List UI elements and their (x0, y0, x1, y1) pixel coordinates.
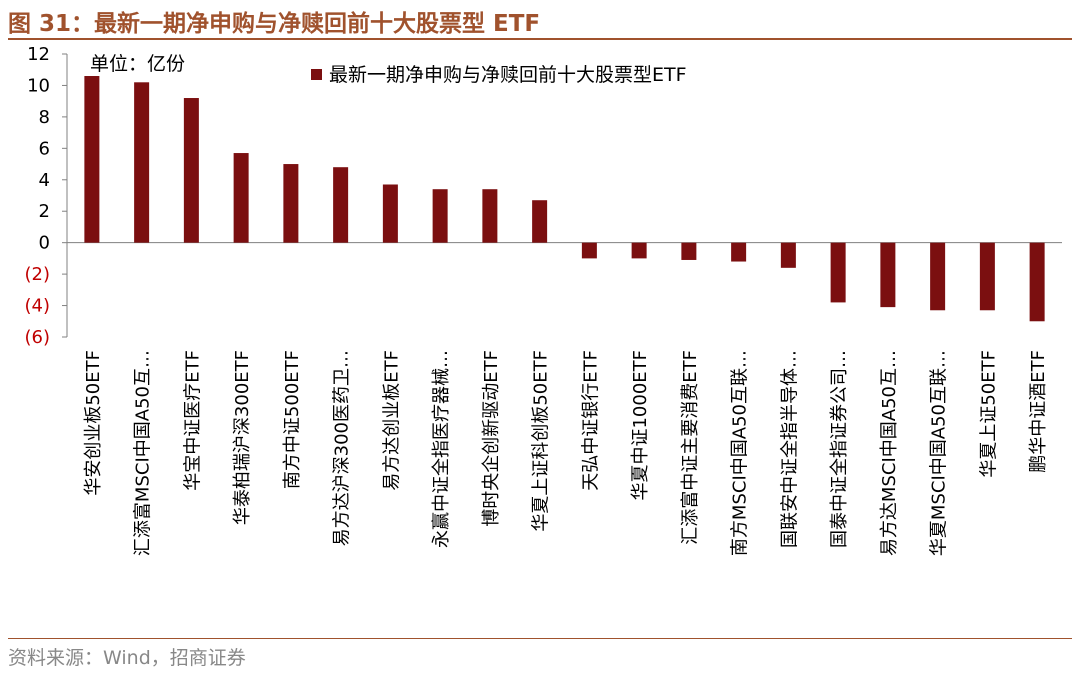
y-tick-label: 8 (39, 107, 50, 128)
bar (930, 242, 946, 311)
bar (333, 167, 349, 243)
y-tick-label: 2 (39, 201, 50, 222)
bar (482, 189, 498, 243)
bar (183, 98, 199, 243)
legend-swatch (311, 69, 322, 80)
bar (830, 242, 846, 303)
category-label: 华夏上证科创板50ETF (531, 350, 552, 532)
y-tick-label: (6) (25, 327, 51, 348)
category-label: 南方MSCI中国A50互联… (730, 350, 751, 556)
bar (432, 189, 448, 243)
bar (532, 200, 548, 243)
bar (681, 242, 697, 260)
category-label: 国泰中证全指证券公司… (829, 350, 850, 548)
bar-layer (84, 76, 1045, 322)
category-label: 汇添富MSCI中国A50互… (133, 350, 154, 556)
bar (780, 242, 796, 268)
category-label: 博时央企创新驱动ETF (481, 350, 502, 527)
y-tick-label: 6 (39, 138, 50, 159)
bar (283, 164, 299, 243)
bar-chart: 12 10 8 6 4 2 0 (2) (4) (6) 华安创业板50ETF 汇添富MSCI中国A5… (25, 44, 1062, 556)
category-label: 永赢中证全指医疗器械… (430, 350, 452, 548)
bar (631, 242, 647, 259)
category-label: 南方中证500ETF (282, 350, 303, 489)
category-label: 汇添富中证主要消费ETF (680, 350, 701, 545)
bar (1029, 242, 1045, 322)
bar (84, 76, 100, 243)
figure-title: 图 31：最新一期净申购与净赎回前十大股票型 ETF (8, 11, 541, 37)
category-label: 鹏华中证酒ETF (1028, 350, 1049, 473)
category-label-layer: 华安创业板50ETF 汇添富MSCI中国A50互… 华宝中证医疗ETF 华泰柏瑞沪深3… (83, 350, 1049, 556)
y-tick-label: 0 (39, 233, 50, 254)
unit-label: 单位：亿份 (90, 53, 185, 75)
bar (382, 184, 398, 243)
legend-label: 最新一期净申购与净赎回前十大股票型ETF (329, 64, 687, 86)
bar (880, 242, 896, 308)
y-tick-label: (2) (25, 264, 51, 285)
bar (134, 82, 150, 243)
category-label: 华夏中证1000ETF (630, 350, 651, 501)
y-tick-label: 4 (39, 170, 50, 191)
category-label: 易方达沪深300医药卫… (332, 350, 353, 546)
axis-layer: 12 10 8 6 4 2 0 (2) (4) (6) (25, 44, 1062, 348)
category-label: 华宝中证医疗ETF (182, 350, 203, 491)
y-tick-label: (4) (25, 296, 51, 317)
y-tick-label: 12 (27, 44, 50, 65)
bar (979, 242, 995, 311)
category-label: 易方达MSCI中国A50互… (879, 350, 900, 556)
source-rule (8, 638, 1072, 639)
category-label: 国联安中证全指半导体… (779, 350, 800, 548)
bar (233, 153, 249, 243)
category-label: 华泰柏瑞沪深300ETF (232, 350, 253, 525)
source-note: 资料来源：Wind，招商证券 (8, 647, 246, 669)
category-label: 华夏上证50ETF (978, 350, 999, 478)
y-tick-label: 10 (27, 75, 50, 96)
title-rule (8, 38, 1072, 40)
category-label: 华安创业板50ETF (83, 350, 104, 496)
bar (731, 242, 747, 262)
category-label: 易方达创业板ETF (381, 350, 402, 491)
category-label: 天弘中证银行ETF (580, 350, 601, 491)
bar (581, 242, 597, 259)
category-label: 华夏MSCI中国A50互联… (929, 350, 950, 556)
